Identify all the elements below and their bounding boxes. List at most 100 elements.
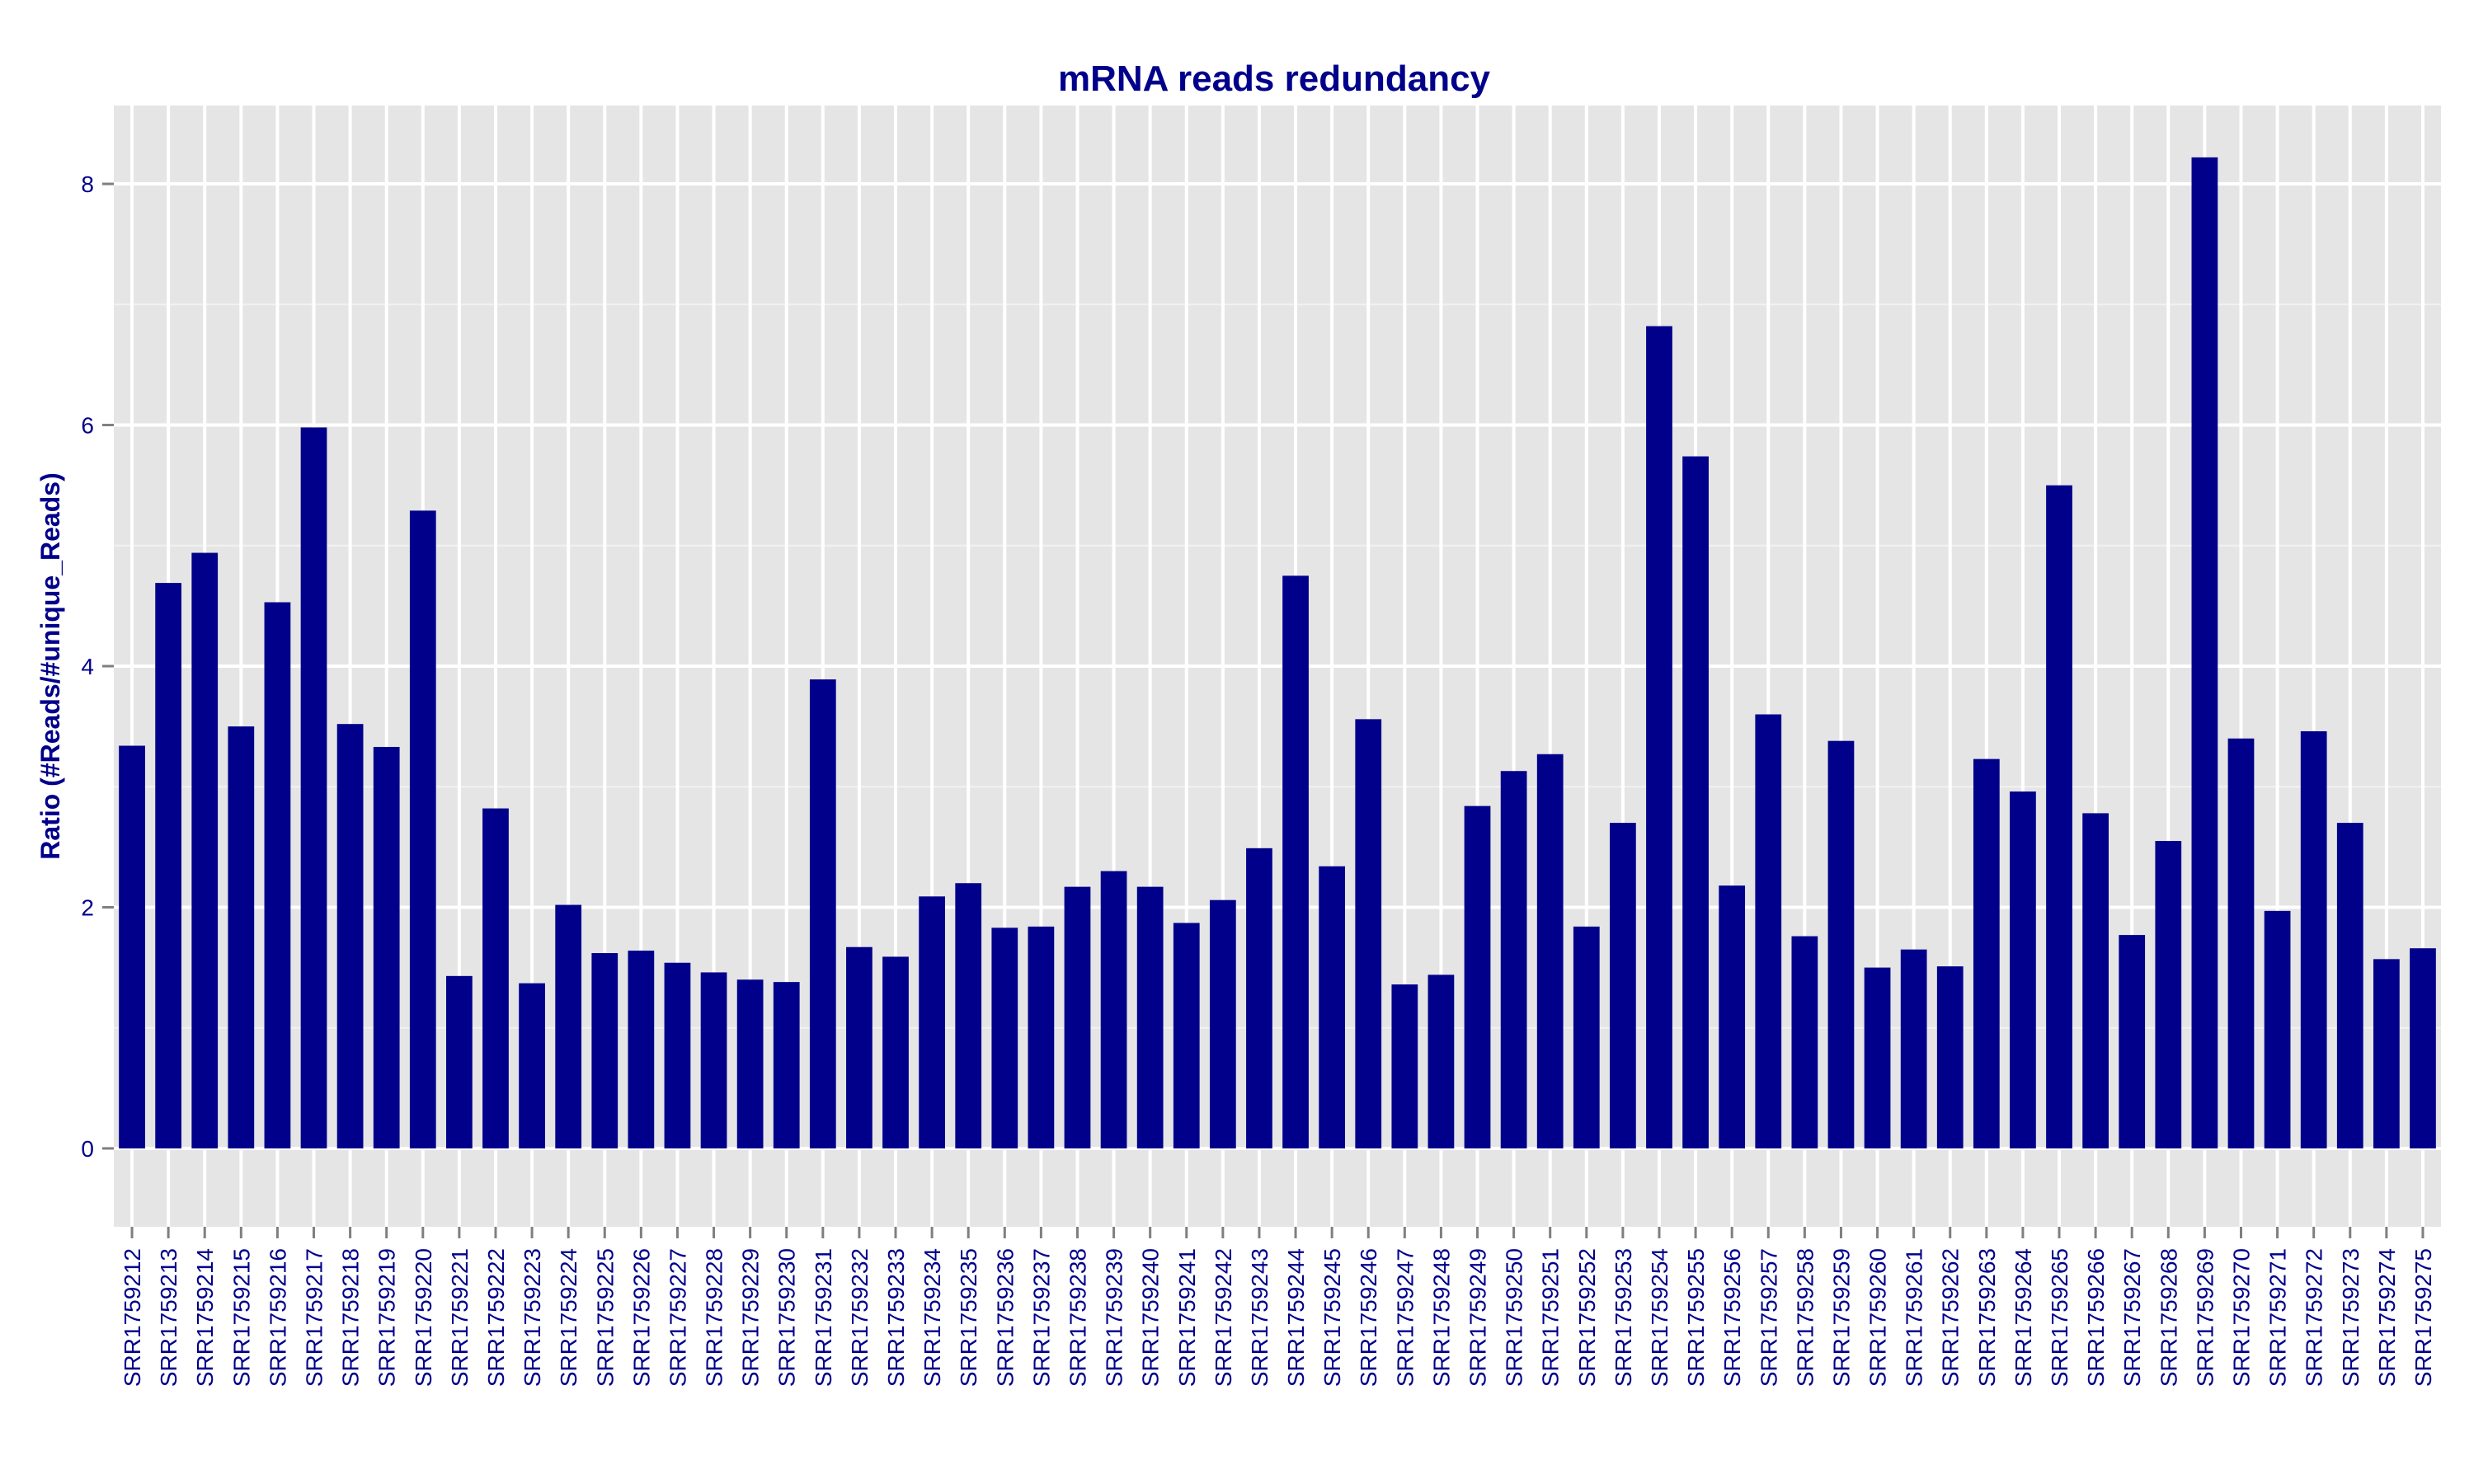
bar-SRR1759214 (191, 552, 219, 1148)
x-tick-label: SRR1759222 (483, 1248, 509, 1387)
x-tick-label: SRR1759256 (1719, 1248, 1745, 1387)
bar-SRR1759228 (700, 972, 727, 1148)
x-tick-label: SRR1759216 (265, 1248, 290, 1387)
bar-SRR1759245 (1319, 866, 1346, 1148)
x-tick-label: SRR1759249 (1465, 1248, 1491, 1387)
bar-SRR1759225 (591, 953, 618, 1148)
x-tick-label: SRR1759240 (1138, 1248, 1164, 1387)
x-tick-label: SRR1759241 (1174, 1248, 1200, 1387)
x-tick-label: SRR1759223 (520, 1248, 545, 1387)
bar-SRR1759235 (955, 883, 982, 1148)
y-axis-label: Ratio (#Reads/#unique_Reads) (35, 472, 65, 859)
bar-SRR1759249 (1464, 805, 1491, 1148)
x-tick-label: SRR1759264 (2011, 1248, 2036, 1387)
bar-SRR1759223 (519, 983, 545, 1148)
bar-SRR1759232 (846, 946, 872, 1148)
x-tick-label: SRR1759215 (228, 1248, 254, 1387)
bar-SRR1759248 (1427, 974, 1455, 1148)
x-axis: SRR1759212 SRR1759213 SRR1759214 SRR1759215… (120, 1227, 2436, 1387)
bar-SRR1759238 (1064, 886, 1091, 1148)
x-tick-label: SRR1759242 (1211, 1248, 1236, 1387)
x-tick-label: SRR1759212 (120, 1248, 145, 1387)
x-tick-label: SRR1759265 (2047, 1248, 2072, 1387)
bar-SRR1759273 (2336, 823, 2363, 1148)
bar-SRR1759220 (409, 510, 436, 1148)
x-tick-label: SRR1759262 (1938, 1248, 1964, 1387)
x-tick-label: SRR1759261 (1902, 1248, 1927, 1387)
bar-SRR1759242 (1209, 899, 1236, 1148)
bar-SRR1759218 (336, 724, 364, 1148)
bar-SRR1759243 (1246, 848, 1272, 1148)
bar-SRR1759234 (919, 896, 945, 1148)
bar-SRR1759221 (446, 975, 473, 1148)
bar-SRR1759222 (482, 808, 509, 1148)
x-tick-label: SRR1759258 (1792, 1248, 1818, 1387)
bar-SRR1759224 (555, 904, 582, 1148)
x-tick-label: SRR1759239 (1102, 1248, 1127, 1387)
y-axis: 0 2 4 6 8 (81, 171, 114, 1162)
x-tick-label: SRR1759275 (2411, 1248, 2436, 1387)
x-tick-label: SRR1759224 (556, 1248, 581, 1387)
x-tick-label: SRR1759218 (338, 1248, 364, 1387)
x-tick-label: SRR1759221 (447, 1248, 473, 1387)
x-tick-label: SRR1759274 (2374, 1248, 2400, 1387)
x-tick-label: SRR1759273 (2338, 1248, 2363, 1387)
bar-SRR1759217 (300, 427, 327, 1148)
bar-SRR1759265 (2046, 485, 2072, 1148)
bar-SRR1759261 (1900, 949, 1927, 1148)
x-tick-label: SRR1759225 (592, 1248, 618, 1387)
x-tick-label: SRR1759250 (1502, 1248, 1527, 1387)
y-tick-label: 0 (81, 1136, 94, 1162)
chart-title: mRNA reads redundancy (1058, 59, 1491, 99)
bar-SRR1759227 (664, 962, 691, 1148)
x-tick-label: SRR1759255 (1683, 1248, 1709, 1387)
x-tick-label: SRR1759268 (2156, 1248, 2181, 1387)
x-tick-label: SRR1759231 (811, 1248, 836, 1387)
x-tick-label: SRR1759270 (2228, 1248, 2254, 1387)
bar-SRR1759213 (155, 583, 182, 1148)
x-tick-label: SRR1759260 (1865, 1248, 1891, 1387)
bar-SRR1759268 (2155, 841, 2182, 1148)
bar-SRR1759252 (1573, 926, 1600, 1148)
x-tick-label: SRR1759236 (992, 1248, 1018, 1387)
x-tick-label: SRR1759251 (1538, 1248, 1564, 1387)
bar-SRR1759215 (228, 726, 255, 1148)
bar-SRR1759251 (1536, 754, 1564, 1148)
x-tick-label: SRR1759230 (774, 1248, 800, 1387)
x-tick-label: SRR1759244 (1283, 1248, 1309, 1387)
bar-SRR1759231 (809, 679, 836, 1148)
x-tick-label: SRR1759219 (374, 1248, 400, 1387)
x-tick-label: SRR1759252 (1574, 1248, 1600, 1387)
bar-SRR1759236 (991, 928, 1018, 1148)
x-tick-label: SRR1759257 (1756, 1248, 1781, 1387)
x-tick-label: SRR1759259 (1828, 1248, 1854, 1387)
bar-SRR1759272 (2300, 730, 2327, 1148)
bar-SRR1759244 (1282, 575, 1309, 1148)
bar-SRR1759275 (2410, 948, 2436, 1148)
y-tick-label: 2 (81, 895, 94, 920)
x-tick-label: SRR1759229 (738, 1248, 764, 1387)
x-tick-label: SRR1759247 (1392, 1248, 1418, 1387)
x-tick-label: SRR1759213 (156, 1248, 181, 1387)
x-tick-label: SRR1759232 (847, 1248, 872, 1387)
bar-SRR1759212 (119, 745, 145, 1148)
bar-SRR1759226 (628, 951, 655, 1148)
y-tick-label: 8 (81, 171, 94, 197)
x-tick-label: SRR1759245 (1319, 1248, 1345, 1387)
bar-SRR1759266 (2082, 813, 2109, 1148)
x-tick-label: SRR1759233 (883, 1248, 909, 1387)
bar-SRR1759256 (1719, 885, 1746, 1148)
bar-SRR1759255 (1682, 456, 1709, 1148)
bar-SRR1759250 (1500, 771, 1527, 1148)
x-tick-label: SRR1759254 (1647, 1248, 1672, 1387)
bar-SRR1759260 (1864, 967, 1891, 1148)
x-tick-label: SRR1759237 (1028, 1248, 1054, 1387)
bar-SRR1759271 (2264, 910, 2291, 1148)
bar-SRR1759270 (2227, 738, 2255, 1148)
bar-SRR1759216 (264, 602, 291, 1148)
y-tick-label: 6 (81, 413, 94, 439)
x-tick-label: SRR1759227 (665, 1248, 690, 1387)
x-tick-label: SRR1759238 (1065, 1248, 1090, 1387)
